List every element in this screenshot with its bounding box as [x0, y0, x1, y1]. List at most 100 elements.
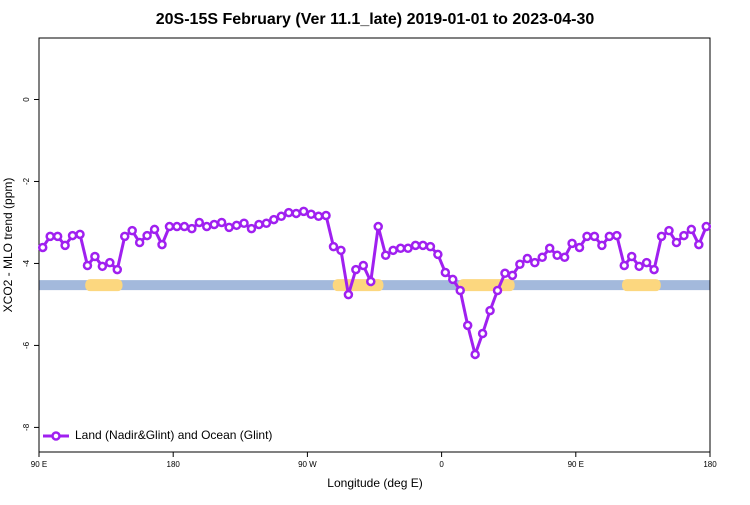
- point: [597, 240, 607, 251]
- point: [321, 210, 331, 221]
- x-tick-label: 90 E: [568, 460, 584, 469]
- point: [492, 285, 503, 296]
- x-tick-label: 90 E: [31, 460, 47, 469]
- point: [425, 241, 436, 252]
- land-band: [332, 279, 384, 292]
- point: [634, 261, 644, 272]
- point: [134, 237, 145, 248]
- point: [373, 221, 383, 232]
- point: [261, 218, 272, 229]
- point: [366, 276, 376, 287]
- y-tick-label: -2: [22, 177, 31, 185]
- point: [612, 230, 622, 241]
- x-tick-label: 0: [439, 460, 444, 469]
- legend-marker: [51, 431, 61, 441]
- point: [52, 231, 63, 242]
- x-tick-label: 180: [167, 460, 181, 469]
- point: [604, 231, 615, 242]
- point: [537, 252, 547, 263]
- point: [656, 231, 667, 242]
- land-band: [458, 279, 515, 292]
- point: [164, 221, 175, 232]
- point: [216, 217, 227, 228]
- point: [626, 251, 637, 262]
- legend-label: Land (Nadir&Glint) and Ocean (Glint): [75, 428, 272, 442]
- point: [202, 221, 212, 232]
- point: [157, 239, 167, 250]
- point: [172, 221, 182, 232]
- point: [671, 237, 682, 248]
- point: [254, 219, 264, 230]
- point: [105, 257, 115, 268]
- point: [328, 241, 339, 252]
- point: [351, 264, 361, 275]
- point: [433, 249, 443, 260]
- point: [179, 221, 190, 232]
- x-tick-label: 180: [703, 460, 717, 469]
- point: [559, 252, 570, 263]
- point: [269, 214, 279, 225]
- point: [112, 264, 123, 275]
- point: [291, 208, 301, 219]
- point: [246, 223, 257, 234]
- point: [470, 349, 480, 360]
- point: [455, 285, 465, 296]
- point: [358, 260, 369, 271]
- point: [380, 250, 391, 260]
- chart-title: 20S-15S February (Ver 11.1_late) 2019-01…: [156, 11, 595, 28]
- point: [90, 251, 100, 262]
- point: [522, 253, 533, 264]
- point: [224, 222, 234, 233]
- point: [544, 243, 555, 254]
- point: [395, 243, 406, 254]
- point: [313, 211, 324, 222]
- point: [500, 268, 510, 279]
- land-band: [622, 279, 661, 292]
- point: [45, 231, 55, 242]
- point: [298, 206, 309, 217]
- point: [507, 270, 518, 281]
- land-band: [85, 279, 123, 292]
- point: [284, 207, 294, 218]
- x-tick-label: 90 W: [298, 460, 317, 469]
- point: [127, 225, 137, 236]
- point: [574, 242, 585, 253]
- point: [664, 225, 674, 236]
- point: [418, 240, 428, 251]
- point: [82, 260, 93, 271]
- x-axis-label: Longitude (deg E): [327, 476, 422, 490]
- point: [515, 259, 525, 270]
- point: [37, 242, 48, 253]
- point: [552, 250, 562, 260]
- point: [567, 238, 577, 249]
- y-tick-label: -4: [22, 259, 31, 267]
- point: [686, 224, 697, 235]
- point: [485, 305, 495, 316]
- point: [619, 260, 630, 271]
- point: [336, 245, 346, 256]
- point: [239, 218, 249, 229]
- point: [194, 217, 205, 228]
- point: [67, 230, 78, 241]
- point: [649, 264, 659, 275]
- point: [119, 231, 130, 242]
- point: [60, 240, 70, 251]
- y-axis-label: XCO2 - MLO trend (ppm): [1, 178, 15, 313]
- point: [403, 243, 413, 254]
- point: [440, 267, 451, 278]
- point: [231, 220, 242, 231]
- point: [530, 257, 540, 268]
- point: [679, 230, 689, 241]
- y-tick-label: -8: [22, 423, 31, 431]
- point: [209, 219, 219, 230]
- point: [410, 240, 421, 251]
- point: [142, 230, 152, 241]
- point: [276, 211, 287, 222]
- point: [97, 261, 108, 272]
- point: [582, 231, 592, 242]
- point: [149, 224, 160, 235]
- point: [448, 274, 458, 285]
- point: [477, 328, 488, 339]
- point: [187, 223, 197, 234]
